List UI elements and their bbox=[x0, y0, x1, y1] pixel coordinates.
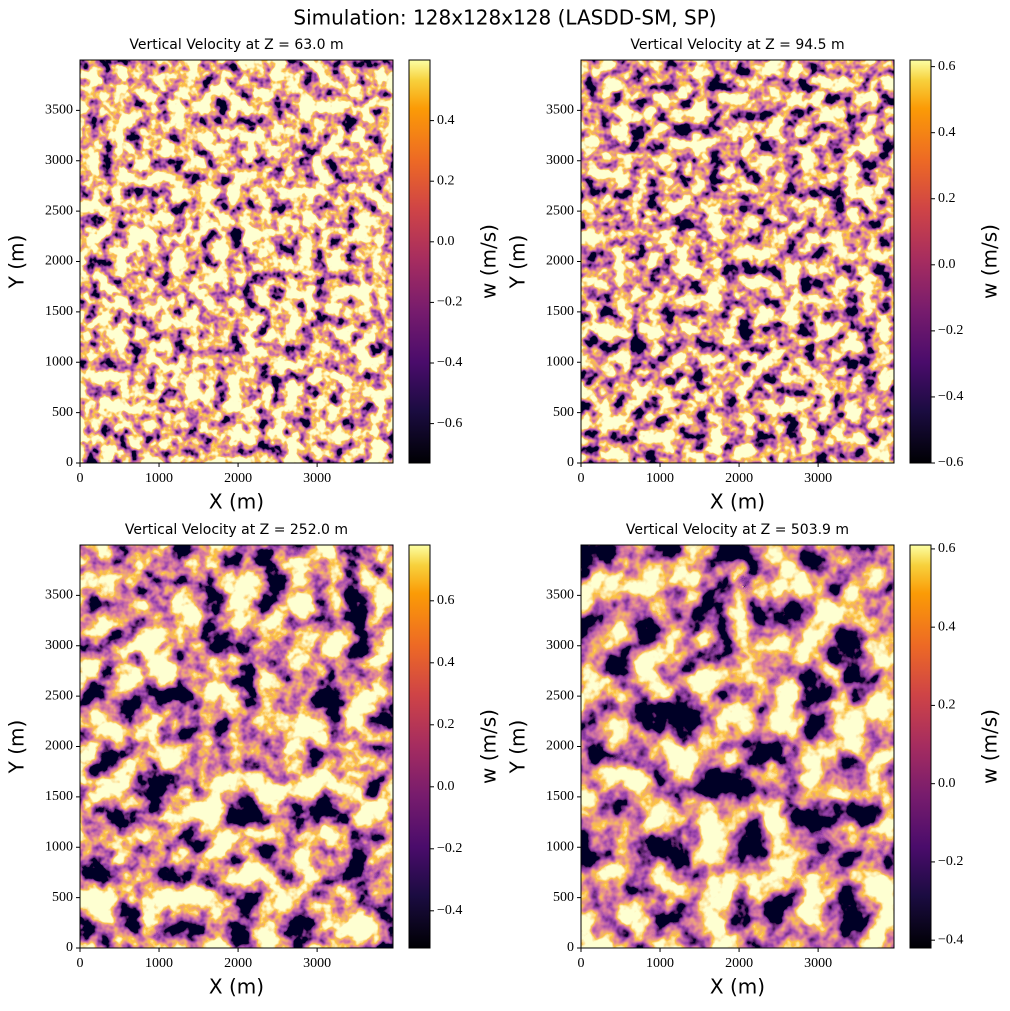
y-tick-label: 3500 bbox=[546, 103, 574, 118]
y-tick-label: 3000 bbox=[546, 153, 574, 168]
y-tick-label: 1500 bbox=[45, 304, 73, 319]
heatmap-field bbox=[581, 545, 894, 948]
figure-title: Simulation: 128x128x128 (LASDD-SM, SP) bbox=[293, 6, 716, 30]
x-tick-label: 3000 bbox=[303, 471, 331, 486]
colorbar-tick-label: 0.6 bbox=[938, 59, 956, 74]
x-tick-label: 2000 bbox=[224, 956, 252, 971]
y-tick-label: 3500 bbox=[45, 588, 73, 603]
y-tick-label: 2000 bbox=[546, 254, 574, 269]
y-tick-label: 1000 bbox=[45, 839, 73, 854]
heatmap-field bbox=[80, 60, 393, 463]
colorbar-tick-label: 0.6 bbox=[437, 593, 455, 608]
colorbar-label: w (m/s) bbox=[978, 224, 1002, 299]
colorbar-tick-label: −0.6 bbox=[938, 455, 963, 470]
x-axis-label: X (m) bbox=[710, 490, 765, 514]
x-axis-label: X (m) bbox=[710, 975, 765, 999]
y-axis-label: Y (m) bbox=[506, 235, 530, 290]
colorbar-tick-label: 0.2 bbox=[938, 191, 956, 206]
y-tick-label: 2500 bbox=[546, 688, 574, 703]
y-axis-label: Y (m) bbox=[5, 235, 29, 290]
colorbar bbox=[909, 544, 932, 949]
y-tick-label: 500 bbox=[52, 890, 73, 905]
y-axis-label: Y (m) bbox=[5, 720, 29, 775]
x-tick-label: 3000 bbox=[303, 956, 331, 971]
colorbar-tick-label: −0.6 bbox=[437, 416, 462, 431]
y-tick-label: 0 bbox=[66, 940, 73, 955]
y-tick-label: 500 bbox=[553, 405, 574, 420]
x-tick-label: 2000 bbox=[725, 956, 753, 971]
x-tick-label: 2000 bbox=[725, 471, 753, 486]
y-tick-label: 1500 bbox=[546, 304, 574, 319]
colorbar-tick-label: 0.6 bbox=[938, 541, 956, 556]
colorbar-tick-label: 0.0 bbox=[938, 776, 956, 791]
x-axis-label: X (m) bbox=[209, 975, 264, 999]
y-tick-label: 2500 bbox=[45, 688, 73, 703]
colorbar-tick-label: 0.4 bbox=[938, 125, 956, 140]
colorbar-tick-label: −0.4 bbox=[938, 932, 963, 947]
x-tick-label: 1000 bbox=[145, 956, 173, 971]
x-tick-label: 3000 bbox=[804, 956, 832, 971]
y-tick-label: 0 bbox=[567, 940, 574, 955]
y-tick-label: 2000 bbox=[45, 739, 73, 754]
y-tick-label: 3000 bbox=[546, 638, 574, 653]
y-tick-label: 1000 bbox=[546, 354, 574, 369]
y-tick-label: 500 bbox=[52, 405, 73, 420]
colorbar-tick-label: 0.2 bbox=[437, 717, 455, 732]
colorbar-tick-label: 0.2 bbox=[938, 698, 956, 713]
heatmap-field bbox=[581, 60, 894, 463]
subplot-title: Vertical Velocity at Z = 252.0 m bbox=[125, 522, 348, 538]
x-tick-label: 0 bbox=[578, 471, 585, 486]
colorbar-tick-label: 0.0 bbox=[938, 257, 956, 272]
colorbar-label: w (m/s) bbox=[978, 709, 1002, 784]
y-tick-label: 1500 bbox=[45, 789, 73, 804]
x-tick-label: 0 bbox=[77, 956, 84, 971]
y-tick-label: 0 bbox=[567, 455, 574, 470]
colorbar-tick-label: 0.4 bbox=[938, 619, 956, 634]
colorbar bbox=[408, 59, 431, 464]
x-tick-label: 2000 bbox=[224, 471, 252, 486]
colorbar-tick-label: −0.2 bbox=[938, 323, 963, 338]
x-tick-label: 1000 bbox=[646, 471, 674, 486]
y-tick-label: 1500 bbox=[546, 789, 574, 804]
colorbar-tick-label: −0.4 bbox=[938, 389, 963, 404]
y-tick-label: 0 bbox=[66, 455, 73, 470]
x-tick-label: 3000 bbox=[804, 471, 832, 486]
colorbar-tick-label: 0.4 bbox=[437, 113, 455, 128]
colorbar bbox=[408, 544, 431, 949]
y-tick-label: 2500 bbox=[546, 203, 574, 218]
subplot-title: Vertical Velocity at Z = 63.0 m bbox=[129, 37, 343, 53]
colorbar-label: w (m/s) bbox=[477, 224, 501, 299]
y-tick-label: 2000 bbox=[546, 739, 574, 754]
y-tick-label: 1000 bbox=[546, 839, 574, 854]
heatmap-field bbox=[80, 545, 393, 948]
colorbar-tick-label: 0.2 bbox=[437, 173, 455, 188]
x-tick-label: 0 bbox=[578, 956, 585, 971]
y-axis-label: Y (m) bbox=[506, 720, 530, 775]
x-tick-label: 0 bbox=[77, 471, 84, 486]
x-tick-label: 1000 bbox=[646, 956, 674, 971]
colorbar-tick-label: −0.2 bbox=[437, 295, 462, 310]
x-tick-label: 1000 bbox=[145, 471, 173, 486]
colorbar-tick-label: −0.4 bbox=[437, 903, 462, 918]
x-axis-label: X (m) bbox=[209, 490, 264, 514]
colorbar-tick-label: −0.4 bbox=[437, 355, 462, 370]
colorbar bbox=[909, 59, 932, 464]
y-tick-label: 3500 bbox=[45, 103, 73, 118]
colorbar-tick-label: 0.4 bbox=[437, 655, 455, 670]
colorbar-tick-label: 0.0 bbox=[437, 234, 455, 249]
colorbar-tick-label: −0.2 bbox=[938, 854, 963, 869]
colorbar-label: w (m/s) bbox=[477, 709, 501, 784]
subplot-title: Vertical Velocity at Z = 503.9 m bbox=[626, 522, 849, 538]
y-tick-label: 2000 bbox=[45, 254, 73, 269]
colorbar-tick-label: 0.0 bbox=[437, 779, 455, 794]
y-tick-label: 500 bbox=[553, 890, 574, 905]
y-tick-label: 3500 bbox=[546, 588, 574, 603]
y-tick-label: 2500 bbox=[45, 203, 73, 218]
y-tick-label: 3000 bbox=[45, 153, 73, 168]
subplot-title: Vertical Velocity at Z = 94.5 m bbox=[630, 37, 844, 53]
y-tick-label: 1000 bbox=[45, 354, 73, 369]
colorbar-tick-label: −0.2 bbox=[437, 841, 462, 856]
y-tick-label: 3000 bbox=[45, 638, 73, 653]
